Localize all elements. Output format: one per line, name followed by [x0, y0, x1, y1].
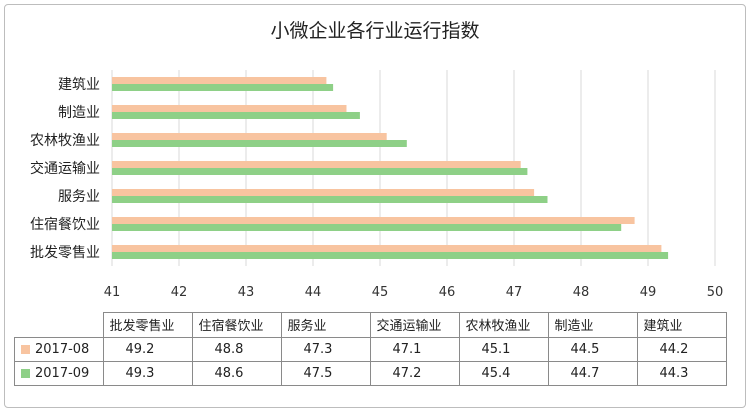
- bar: [112, 168, 528, 175]
- bar: [112, 161, 521, 168]
- bar: [112, 112, 360, 119]
- y-category-label: 交通运输业: [30, 160, 100, 177]
- table-cell: 48.8: [191, 336, 282, 362]
- table-cell: 44.5: [547, 336, 638, 362]
- bar: [112, 245, 662, 252]
- table-cell: 44.7: [547, 360, 638, 386]
- x-tick-label: 47: [506, 285, 523, 300]
- y-category-label: 批发零售业: [30, 245, 100, 261]
- bar: [112, 133, 387, 140]
- table-column-header: 住宿餐饮业: [191, 312, 282, 338]
- bar: [112, 217, 635, 224]
- y-category-label: 建筑业: [58, 77, 100, 93]
- series-name: 2017-09: [35, 365, 90, 381]
- table-row: 2017-09 49.3 48.6 47.5 47.2 45.4 44.7 44.3: [14, 360, 727, 386]
- table-cell: 45.4: [458, 360, 549, 386]
- table-column-header: 农林牧渔业: [458, 312, 549, 338]
- bar: [112, 252, 669, 259]
- bar: [112, 77, 327, 84]
- bar: [112, 84, 334, 91]
- table-header-row: 批发零售业 住宿餐饮业 服务业 交通运输业 农林牧渔业 制造业 建筑业: [15, 312, 727, 338]
- chart-title: 小微企业各行业运行指数: [270, 20, 480, 42]
- x-tick-label: 42: [171, 285, 188, 300]
- table-cell: 49.2: [102, 336, 193, 362]
- legend-swatch: [21, 368, 30, 378]
- bar: [112, 196, 548, 203]
- table-cell: 47.1: [369, 336, 460, 362]
- table-cell: 44.2: [636, 336, 727, 362]
- series-label: 2017-08: [14, 336, 104, 362]
- series-name: 2017-08: [35, 341, 90, 357]
- table-cell: 47.5: [280, 360, 371, 386]
- table-column-header: 批发零售业: [102, 312, 193, 338]
- table-cell: 45.1: [458, 336, 549, 362]
- x-tick-label: 48: [573, 285, 590, 300]
- y-category-label: 农林牧渔业: [30, 133, 100, 149]
- bar: [112, 189, 535, 196]
- table-column-header: 制造业: [547, 312, 638, 338]
- bar: [112, 224, 622, 231]
- x-tick-label: 43: [238, 285, 255, 300]
- table-cell: 49.3: [102, 360, 193, 386]
- y-category-label: 服务业: [58, 189, 100, 205]
- table-column-header: 交通运输业: [369, 312, 460, 338]
- bar: [112, 140, 407, 147]
- x-tick-label: 49: [640, 285, 657, 300]
- table-corner: [15, 313, 104, 338]
- x-tick-label: 45: [372, 285, 389, 300]
- table-cell: 48.6: [191, 360, 282, 386]
- table-column-header: 建筑业: [636, 312, 727, 338]
- x-tick-label: 50: [707, 285, 724, 300]
- table-row: 2017-08 49.2 48.8 47.3 47.1 45.1 44.5 44.2: [14, 336, 727, 362]
- table-cell: 44.3: [636, 360, 727, 386]
- table-cell: 47.3: [280, 336, 371, 362]
- table-column-header: 服务业: [280, 312, 371, 338]
- x-tick-label: 46: [439, 285, 456, 300]
- series-label: 2017-09: [14, 360, 104, 386]
- y-category-label: 制造业: [58, 105, 100, 121]
- legend-swatch: [21, 344, 30, 354]
- data-table: 批发零售业 住宿餐饮业 服务业 交通运输业 农林牧渔业 制造业 建筑业 2017-08 49.…: [14, 312, 727, 386]
- x-tick-label: 41: [104, 285, 121, 300]
- bar: [112, 105, 347, 112]
- table-cell: 47.2: [369, 360, 460, 386]
- y-category-label: 住宿餐饮业: [30, 216, 100, 233]
- x-tick-label: 44: [305, 285, 322, 300]
